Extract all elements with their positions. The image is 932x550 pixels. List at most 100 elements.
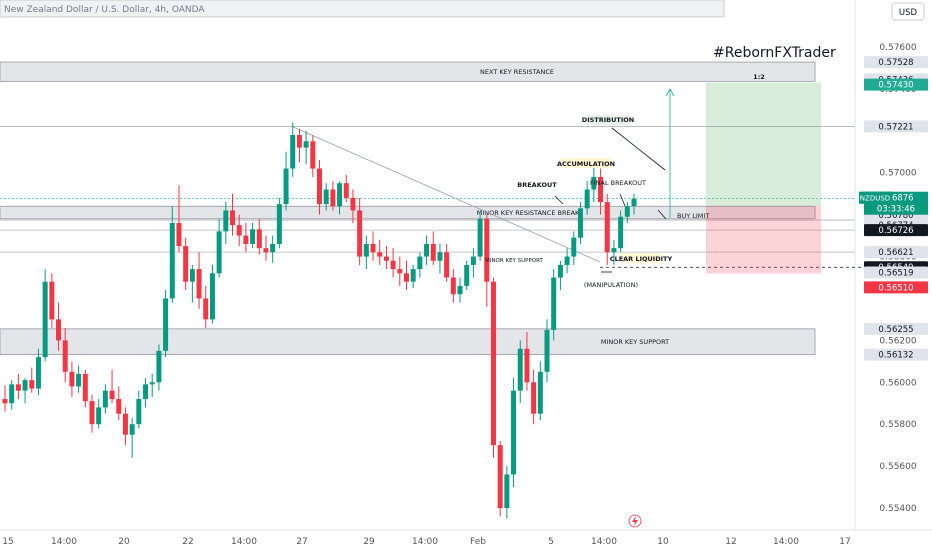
time-tick-label: Feb <box>470 537 486 547</box>
candle-body <box>116 399 122 414</box>
time-tick-label: 17 <box>839 537 850 547</box>
lightning-bolt-glyph <box>632 516 638 526</box>
candle-body <box>343 183 349 198</box>
candle-body <box>9 384 15 404</box>
price-axis[interactable]: 0.576000.574000.570000.566000.562000.560… <box>859 43 928 514</box>
candle-body <box>397 269 403 274</box>
candle-body <box>604 202 610 253</box>
currency-button[interactable] <box>891 2 925 21</box>
candle-body <box>584 189 590 209</box>
time-tick-label: 12 <box>725 537 736 547</box>
zone-label-next-key-resistance: NEXT KEY RESISTANCE <box>480 68 554 76</box>
buy-limit-arrow <box>657 209 667 220</box>
price-tick-label: 0.57600 <box>879 43 916 53</box>
price-tag-label: 0.56510 <box>878 283 913 293</box>
trendline-layer <box>290 125 601 263</box>
candle-body <box>270 243 276 253</box>
candle-body <box>357 210 363 257</box>
candle-body <box>464 264 470 286</box>
candle-body <box>591 176 597 190</box>
candle-body <box>82 373 88 402</box>
time-tick-label: 29 <box>363 537 375 547</box>
candle-body <box>497 445 503 508</box>
candle-body <box>243 235 249 244</box>
time-tick-label: 14:00 <box>231 537 257 547</box>
candle-body <box>2 399 8 404</box>
candle-body <box>330 189 336 207</box>
candle-body <box>598 176 604 203</box>
candle-body <box>577 208 583 238</box>
candle-body <box>96 407 102 425</box>
position-layer <box>706 82 821 274</box>
price-tick-label: 0.55400 <box>879 504 916 514</box>
candle-body <box>189 269 195 282</box>
time-tick-label: 20 <box>118 537 130 547</box>
breakout-label-bg <box>519 179 555 189</box>
candle-body <box>430 243 436 261</box>
symbol-header-bar[interactable] <box>0 0 725 18</box>
price-tag-level <box>864 266 928 279</box>
zone-next-key-resistance <box>0 61 816 82</box>
candle-body <box>470 256 476 265</box>
risk-reward-label: 1:2 <box>753 73 765 81</box>
time-tick-label: 14:00 <box>412 537 438 547</box>
time-tick-label: 15 <box>2 537 13 547</box>
price-tick-label: 0.56000 <box>879 378 916 388</box>
candle-body <box>22 380 28 391</box>
candle-body <box>136 399 142 425</box>
clear-liquidity-label-bg <box>620 253 662 263</box>
zone-minor-key-support-lower <box>0 328 816 356</box>
candle-body <box>102 390 108 408</box>
candle-body <box>544 329 550 372</box>
price-tag-label: 0.56726 <box>878 226 913 236</box>
candle-body <box>323 189 329 205</box>
candle-body <box>424 243 430 257</box>
price-tag-label: 0.56780 <box>878 211 913 221</box>
candle-body <box>276 204 282 244</box>
candle-body <box>35 357 41 389</box>
distribution-label-bg <box>586 115 630 125</box>
price-tag-level <box>864 120 928 133</box>
candle-body <box>557 264 563 278</box>
zone-label-minor-key-resistance: MINOR KEY RESISTANCE BREAK <box>477 209 580 217</box>
loss-zone <box>706 206 821 274</box>
trend-line[interactable] <box>290 125 601 263</box>
candle-body <box>377 252 383 257</box>
candle-body <box>571 237 577 257</box>
price-tag-label: 0.57528 <box>878 58 913 68</box>
candle-body <box>484 218 490 282</box>
currency-label: USD <box>899 8 918 18</box>
candle-body <box>444 252 450 278</box>
time-axis[interactable]: 15 14:00 20 22 14:00 27 29 14:00 Feb 5 14:00 10 12 14… <box>2 537 850 547</box>
candle-body <box>216 231 222 274</box>
candle-body <box>524 348 530 383</box>
annotations-layer: #RebornFXTrader BREAKOUT ACCUMULATION FI… <box>485 45 836 528</box>
candle-body <box>537 371 543 414</box>
minor-key-support-upper-label: MINOR KEY SUPPORT <box>485 258 543 264</box>
price-tag-label: 0.56519 <box>878 269 913 279</box>
candle-body <box>230 210 236 226</box>
breakout-label: BREAKOUT <box>517 181 557 189</box>
candle-body <box>283 168 289 205</box>
price-tag-label: 0.57221 <box>878 122 913 132</box>
time-tick-label: 14:00 <box>51 537 77 547</box>
candle-body <box>310 141 316 169</box>
candle-body <box>504 474 510 508</box>
watermark-text: #RebornFXTrader <box>713 45 836 61</box>
candle-body <box>203 298 209 320</box>
candle-body <box>350 197 356 211</box>
clear-liquidity-label: CLEAR LIQUIDITY <box>610 255 673 263</box>
candle-body <box>303 141 309 148</box>
candle-body <box>611 248 617 253</box>
candle-body <box>450 277 456 295</box>
candle-body <box>618 216 624 249</box>
price-tag-level <box>864 246 928 259</box>
candle-body <box>129 424 135 435</box>
candle-body <box>290 135 296 169</box>
candle-body <box>296 135 302 148</box>
candle-body <box>564 256 570 265</box>
price-tag-label: 0.56255 <box>878 325 913 335</box>
candle-body <box>176 223 182 247</box>
candle-body <box>109 390 115 400</box>
